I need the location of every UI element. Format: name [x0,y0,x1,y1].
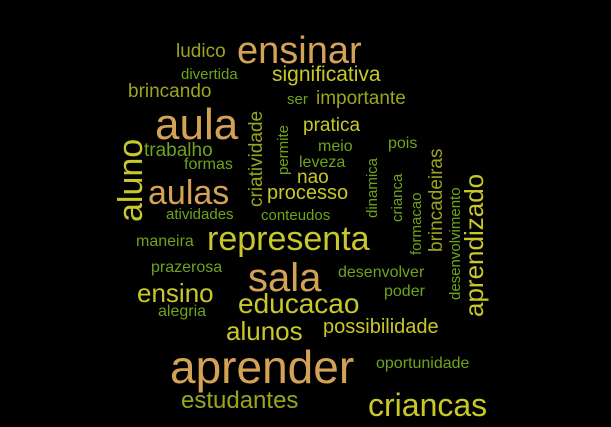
word-conteudos: conteudos [261,207,331,224]
word-processo: processo [267,182,349,204]
word-desenvolvimento: desenvolvimento [447,187,464,300]
word-ensinar: ensinar [237,30,362,72]
word-sala: sala [248,256,322,300]
word-divertida: divertida [181,66,238,83]
word-aulas: aulas [148,174,230,212]
word-atividades: atividades [166,206,234,223]
word-ensino: ensino [137,278,214,308]
word-educacao: educacao [238,288,360,319]
word-permite: permite [275,124,292,175]
word-criancas: criancas [368,387,488,423]
word-leveza: leveza [299,154,346,171]
word-alegria: alegria [158,303,207,320]
word-criatividade: criatividade [246,110,267,207]
word-formacao: formacao [408,192,425,255]
word-oportunidade: oportunidade [376,355,470,372]
word-possibilidade: possibilidade [323,316,439,338]
word-pois: pois [388,135,418,152]
word-nao: nao [297,167,329,188]
word-meio: meio [318,138,353,155]
word-alunos: alunos [226,316,303,346]
word-formas: formas [184,156,233,173]
word-aula: aula [155,100,239,149]
word-dinamica: dinamica [364,157,381,218]
word-aprender: aprender [170,341,355,393]
word-ser: ser [287,91,308,108]
word-representa: representa [207,220,370,258]
word-poder: poder [384,283,425,300]
word-pratica: pratica [303,115,361,136]
word-desenvolver: desenvolver [338,264,425,281]
word-brincando: brincando [128,81,212,102]
word-aprendizado: aprendizado [459,173,489,317]
word-ludico: ludico [176,41,226,62]
word-importante: importante [316,88,406,109]
word-estudantes: estudantes [181,387,299,414]
word-brincadeiras: brincadeiras [426,148,447,253]
word-aluno: aluno [112,138,150,222]
word-significativa: significativa [272,63,381,86]
word-trabalho: trabalho [144,140,213,161]
word-maneira: maneira [136,233,194,250]
word-crianca: crianca [389,173,406,222]
word-prazerosa: prazerosa [151,259,223,276]
